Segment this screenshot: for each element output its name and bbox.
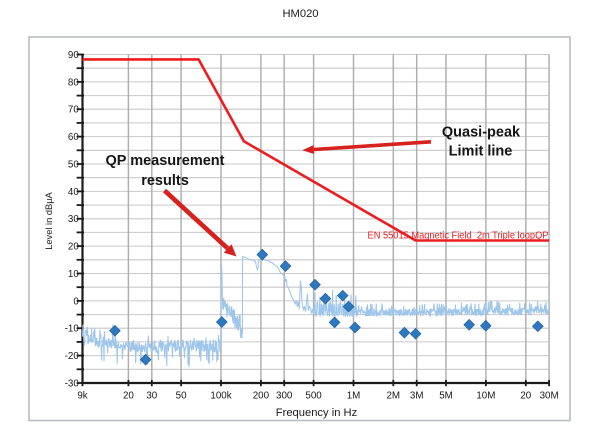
svg-text:QP measurement: QP measurement	[105, 153, 224, 169]
svg-text:10: 10	[68, 269, 79, 280]
svg-text:1M: 1M	[347, 391, 361, 402]
svg-text:30: 30	[146, 391, 157, 402]
svg-text:300: 300	[276, 391, 293, 402]
svg-text:-30: -30	[65, 378, 80, 389]
svg-text:80: 80	[68, 77, 79, 88]
svg-text:Frequency in Hz: Frequency in Hz	[276, 407, 358, 419]
svg-text:10M: 10M	[476, 391, 495, 402]
svg-text:5M: 5M	[439, 391, 453, 402]
svg-text:100k: 100k	[210, 391, 231, 402]
svg-text:20: 20	[123, 391, 134, 402]
svg-text:20: 20	[520, 391, 531, 402]
svg-text:HM020: HM020	[282, 8, 318, 20]
svg-text:2M: 2M	[386, 391, 400, 402]
svg-text:-20: -20	[65, 351, 80, 362]
svg-text:40: 40	[68, 187, 79, 198]
svg-text:9k: 9k	[77, 391, 87, 402]
svg-text:50: 50	[68, 159, 79, 170]
svg-text:70: 70	[68, 105, 79, 116]
svg-text:60: 60	[68, 132, 79, 143]
svg-text:200: 200	[253, 391, 270, 402]
svg-text:50: 50	[176, 391, 187, 402]
svg-text:Quasi-peak: Quasi-peak	[442, 125, 521, 141]
svg-text:30M: 30M	[540, 391, 559, 402]
svg-text:3M: 3M	[410, 391, 424, 402]
svg-text:Limit line: Limit line	[449, 144, 513, 160]
svg-text:500: 500	[305, 391, 322, 402]
svg-text:results: results	[141, 173, 189, 189]
svg-text:90: 90	[68, 50, 79, 61]
svg-text:EN 55015 Magnetic Field 2m Tr: EN 55015 Magnetic Field 2m Triple loopQP	[368, 230, 549, 241]
svg-text:Level in dBµA: Level in dBµA	[44, 191, 54, 249]
svg-text:-10: -10	[65, 324, 80, 335]
svg-text:0: 0	[73, 296, 79, 307]
svg-text:20: 20	[68, 242, 79, 253]
svg-text:30: 30	[68, 214, 79, 225]
